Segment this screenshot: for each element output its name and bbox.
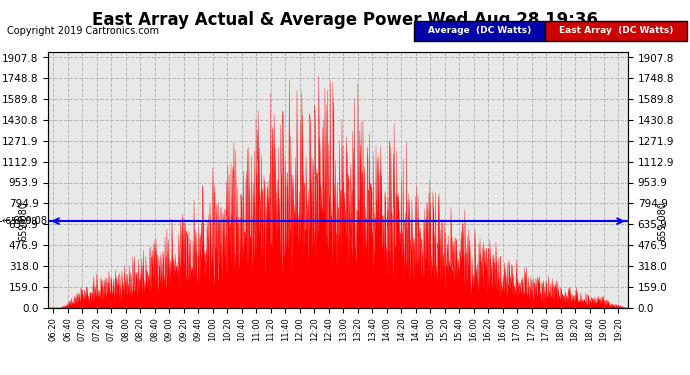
Text: Average  (DC Watts): Average (DC Watts): [428, 26, 531, 35]
Text: 659.080: 659.080: [658, 201, 668, 241]
Text: Copyright 2019 Cartronics.com: Copyright 2019 Cartronics.com: [7, 26, 159, 36]
Text: ← 659.08: ← 659.08: [2, 216, 47, 226]
Text: 659.080: 659.080: [18, 201, 28, 241]
Text: East Array  (DC Watts): East Array (DC Watts): [559, 26, 673, 35]
Text: East Array Actual & Average Power Wed Aug 28 19:36: East Array Actual & Average Power Wed Au…: [92, 11, 598, 29]
Text: ← 659.08: ← 659.08: [0, 217, 37, 226]
